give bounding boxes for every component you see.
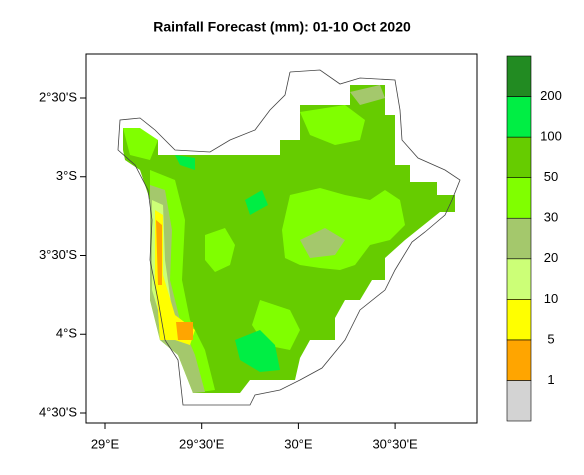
- lon-tick-label: 29°E: [91, 436, 120, 451]
- country-border: [117, 69, 461, 406]
- map-frame: [85, 53, 478, 424]
- lat-tick-label: 4°30'S: [39, 404, 77, 419]
- axes: 2°30'S 3°S 3°30'S 4°S 4°30'S 29°E 29°30'E 30°E 3…: [39, 89, 418, 451]
- rain-100-200: [235, 330, 280, 372]
- legend: 1 5 10 20 30 50 100 200: [506, 55, 562, 422]
- legend-level-label: 20: [544, 250, 558, 265]
- legend-swatch: [506, 55, 532, 97]
- rain-20-30: [350, 85, 385, 105]
- legend-level-label: 30: [544, 210, 558, 225]
- lat-tick-label: 3°S: [56, 168, 77, 183]
- legend-level-label: 200: [540, 88, 562, 103]
- rain-1-5: [176, 322, 193, 340]
- legend-swatch: [506, 339, 532, 381]
- legend-level-label: 10: [544, 291, 558, 306]
- rain-30-50: [282, 188, 405, 270]
- rain-30-50: [300, 105, 365, 145]
- legend-swatch: [506, 217, 532, 260]
- map-title: Rainfall Forecast (mm): 01-10 Oct 2020: [153, 19, 411, 35]
- rain-100-200: [175, 155, 195, 170]
- legend-swatch: [506, 380, 532, 422]
- rain-20-30: [300, 228, 345, 258]
- legend-level-label: 100: [540, 129, 562, 144]
- lon-tick-label: 30°E: [284, 436, 313, 451]
- legend-swatch: [506, 258, 532, 300]
- rain-100-200: [245, 190, 268, 215]
- legend-level-label: 1: [547, 372, 554, 387]
- legend-swatch: [506, 136, 532, 178]
- lon-tick-label: 29°30'E: [179, 436, 225, 451]
- rain-30-50: [123, 128, 158, 160]
- legend-swatch: [506, 177, 532, 219]
- lat-tick-label: 3°30'S: [39, 247, 77, 262]
- lat-tick-label: 4°S: [56, 326, 77, 341]
- legend-swatch: [506, 96, 532, 138]
- rain-1-5: [156, 220, 162, 285]
- legend-level-label: 50: [544, 169, 558, 184]
- legend-level-label: 5: [547, 331, 554, 346]
- lon-tick-label: 30°30'E: [372, 436, 418, 451]
- rain-5-10: [155, 210, 195, 345]
- map-layers: [117, 69, 461, 406]
- legend-swatch: [506, 299, 532, 341]
- rain-30-50: [205, 228, 235, 272]
- lat-tick-label: 2°30'S: [39, 89, 77, 104]
